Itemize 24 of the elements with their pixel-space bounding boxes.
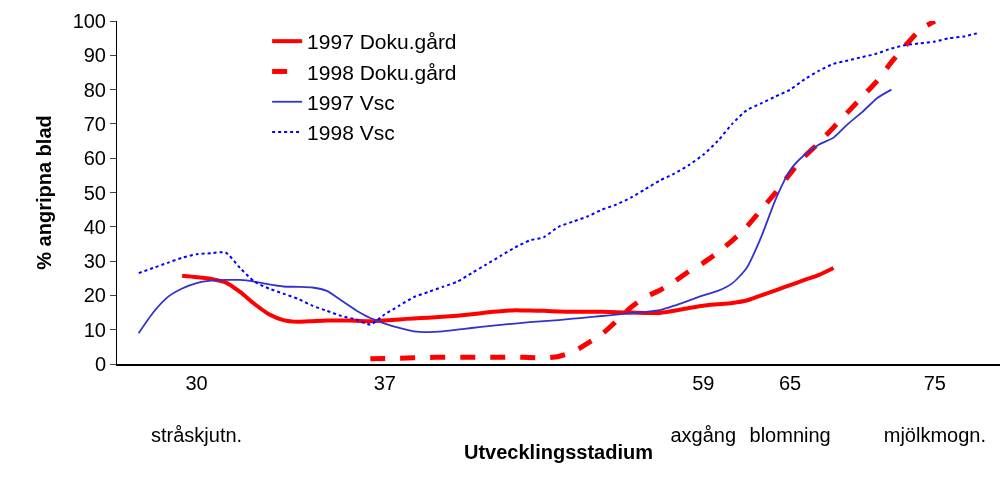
- y-tick-label: 30: [83, 250, 106, 273]
- category-label: 65 blomning: [749, 372, 831, 446]
- category-label: 30 stråskjutn.: [151, 372, 243, 446]
- y-tick-label: 20: [83, 284, 106, 307]
- legend-label: 1997 Vsc: [307, 90, 395, 114]
- x-tick-label: 37: [373, 372, 396, 394]
- line-series: [137, 32, 980, 326]
- y-tick-label: 90: [83, 44, 106, 67]
- category-label: 59 axgång: [670, 372, 737, 446]
- y-tick-label: 80: [83, 78, 106, 101]
- y-tick-label: 0: [94, 353, 106, 375]
- legend-label: 1997 Doku.gård: [307, 30, 457, 54]
- category-label: 75 mjölkmogn.: [883, 372, 986, 446]
- x-axis-title: Utvecklingsstadium: [464, 441, 653, 463]
- y-tick-label: 70: [83, 112, 106, 135]
- y-tick-label: 40: [83, 215, 106, 238]
- y-tick-label: 60: [83, 147, 106, 170]
- y-tick-label: 10: [83, 318, 106, 341]
- legend-label: 1998 Vsc: [307, 121, 395, 145]
- legend-label: 1998 Doku.gård: [307, 60, 457, 84]
- y-tick-label: 50: [83, 181, 106, 204]
- y-tick-label: 100: [72, 10, 106, 32]
- line-series: [137, 88, 893, 335]
- y-axis-title: % angripna blad: [33, 115, 56, 270]
